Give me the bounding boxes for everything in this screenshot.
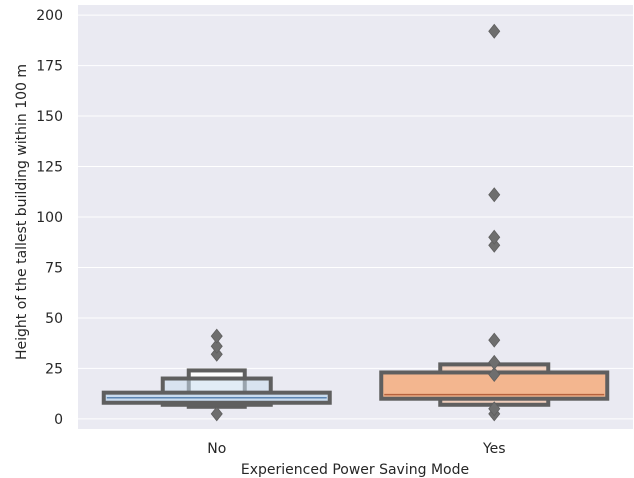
box-group-no xyxy=(101,328,332,422)
outlier-point xyxy=(488,237,501,253)
outlier-point xyxy=(488,229,501,245)
outlier-point xyxy=(210,406,223,422)
grid-lines xyxy=(78,14,633,420)
boxes xyxy=(101,23,610,422)
outlier-point xyxy=(488,354,501,370)
y-tick-label: 0 xyxy=(54,412,63,428)
y-tick-label: 50 xyxy=(45,311,63,327)
outlier-point xyxy=(210,338,223,354)
y-tick-label: 175 xyxy=(36,59,63,75)
y-tick-label: 200 xyxy=(36,8,63,24)
x-tick-label: Yes xyxy=(482,441,506,457)
outlier-point xyxy=(488,187,501,203)
x-axis-label: Experienced Power Saving Mode xyxy=(241,462,469,478)
outlier-point xyxy=(488,23,501,39)
y-tick-label: 100 xyxy=(36,210,63,226)
y-tick-label: 75 xyxy=(45,260,63,276)
outlier-point xyxy=(488,366,501,383)
box-group-yes xyxy=(379,23,610,422)
y-tick-label: 150 xyxy=(36,109,63,125)
outlier-point xyxy=(488,401,501,417)
y-tick-label: 25 xyxy=(45,361,63,377)
y-axis-label: Height of the tallest building within 10… xyxy=(14,64,30,360)
outlier-point xyxy=(210,328,223,344)
x-tick-label: No xyxy=(207,441,226,457)
y-tick-label: 125 xyxy=(36,160,63,176)
tick-labels: 0 25 50 75 100 125 150 175 200 No Yes xyxy=(36,8,505,457)
outlier-point xyxy=(488,332,501,348)
outlier-point xyxy=(210,346,223,362)
